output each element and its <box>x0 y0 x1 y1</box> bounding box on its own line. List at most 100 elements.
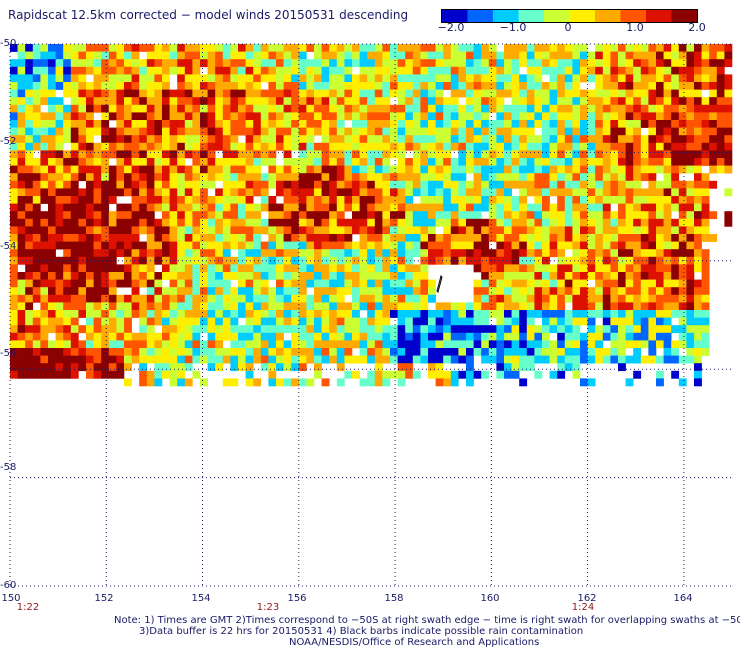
wind-cell <box>32 264 41 273</box>
wind-cell <box>48 211 56 220</box>
wind-cell <box>382 173 391 182</box>
wind-cell <box>504 150 512 159</box>
wind-cell <box>207 264 216 273</box>
wind-cell <box>420 196 429 204</box>
wind-cell <box>450 89 459 98</box>
wind-cell <box>709 211 718 220</box>
wind-cell <box>504 196 512 204</box>
wind-cell <box>101 279 110 288</box>
colorbar-swatch <box>484 10 490 22</box>
wind-cell <box>458 44 467 52</box>
wind-cell <box>146 203 155 212</box>
wind-cell <box>200 51 208 60</box>
wind-cell <box>405 74 414 83</box>
wind-cell <box>32 135 41 144</box>
wind-cell <box>291 272 300 280</box>
wind-cell <box>580 135 588 144</box>
wind-cell <box>382 294 391 303</box>
wind-cell <box>640 188 649 197</box>
wind-cell <box>405 127 414 136</box>
wind-cell <box>450 180 459 189</box>
wind-cell <box>184 332 193 341</box>
wind-cell <box>124 264 132 273</box>
wind-cell <box>450 120 459 128</box>
wind-cell <box>200 150 208 159</box>
colorbar-swatch <box>663 10 668 22</box>
wind-cell <box>694 104 702 113</box>
wind-cell <box>572 249 581 258</box>
wind-cell <box>124 241 132 250</box>
wind-cell <box>10 325 18 334</box>
wind-cell <box>276 211 284 220</box>
wind-cell <box>10 287 18 296</box>
wind-cell <box>656 203 664 212</box>
wind-cell <box>488 97 497 106</box>
wind-cell <box>17 272 26 280</box>
wind-cell <box>526 287 535 296</box>
wind-cell <box>162 104 170 113</box>
wind-cell <box>32 226 41 235</box>
wind-cell <box>519 173 528 182</box>
wind-cell <box>443 82 452 90</box>
wind-cell <box>420 302 429 311</box>
wind-cell <box>215 142 224 151</box>
wind-cell <box>230 378 239 387</box>
wind-cell <box>40 272 49 280</box>
wind-cell <box>435 104 444 113</box>
wind-cell <box>481 302 490 311</box>
wind-cell <box>268 256 277 265</box>
wind-cell <box>481 150 490 159</box>
wind-cell <box>40 234 49 242</box>
wind-cell <box>124 211 132 220</box>
wind-cell <box>63 165 72 174</box>
wind-cell <box>625 74 634 83</box>
wind-cell <box>298 66 307 75</box>
wind-cell <box>283 150 292 159</box>
wind-cell <box>359 378 368 387</box>
wind-cell <box>686 325 695 334</box>
wind-cell <box>412 348 421 356</box>
wind-cell <box>382 272 391 280</box>
wind-cell <box>108 112 117 121</box>
wind-cell <box>17 127 26 136</box>
wind-cell <box>671 264 680 273</box>
wind-cell <box>329 120 338 128</box>
wind-cell <box>359 44 368 52</box>
wind-cell <box>686 142 695 151</box>
wind-cell <box>473 241 482 250</box>
wind-cell <box>48 241 56 250</box>
wind-cell <box>504 310 512 318</box>
wind-cell <box>359 302 368 311</box>
wind-cell <box>686 355 695 364</box>
wind-cell <box>10 74 18 83</box>
wind-cell <box>511 158 520 166</box>
wind-cell <box>428 104 436 113</box>
wind-cell <box>329 218 338 227</box>
colorbar-swatch <box>535 10 541 22</box>
wind-cell <box>618 279 626 288</box>
wind-cell <box>504 173 512 182</box>
wind-cell <box>268 203 277 212</box>
wind-cell <box>154 249 163 258</box>
wind-cell <box>716 74 725 83</box>
wind-cell <box>268 363 277 372</box>
wind-cell <box>504 249 512 258</box>
wind-cell <box>230 97 239 106</box>
wind-cell <box>678 340 687 349</box>
wind-cell <box>245 325 254 334</box>
wind-cell <box>230 355 239 364</box>
wind-cell <box>701 226 710 235</box>
wind-cell <box>298 104 307 113</box>
wind-cell <box>192 127 201 136</box>
wind-cell <box>420 211 429 220</box>
wind-cell <box>572 142 581 151</box>
wind-cell <box>321 196 330 204</box>
wind-cell <box>610 325 619 334</box>
wind-cell <box>177 264 186 273</box>
wind-cell <box>466 310 474 318</box>
wind-cell <box>481 97 490 106</box>
wind-cell <box>534 249 543 258</box>
wind-cell <box>63 82 72 90</box>
wind-cell <box>549 348 558 356</box>
wind-cell <box>694 97 702 106</box>
